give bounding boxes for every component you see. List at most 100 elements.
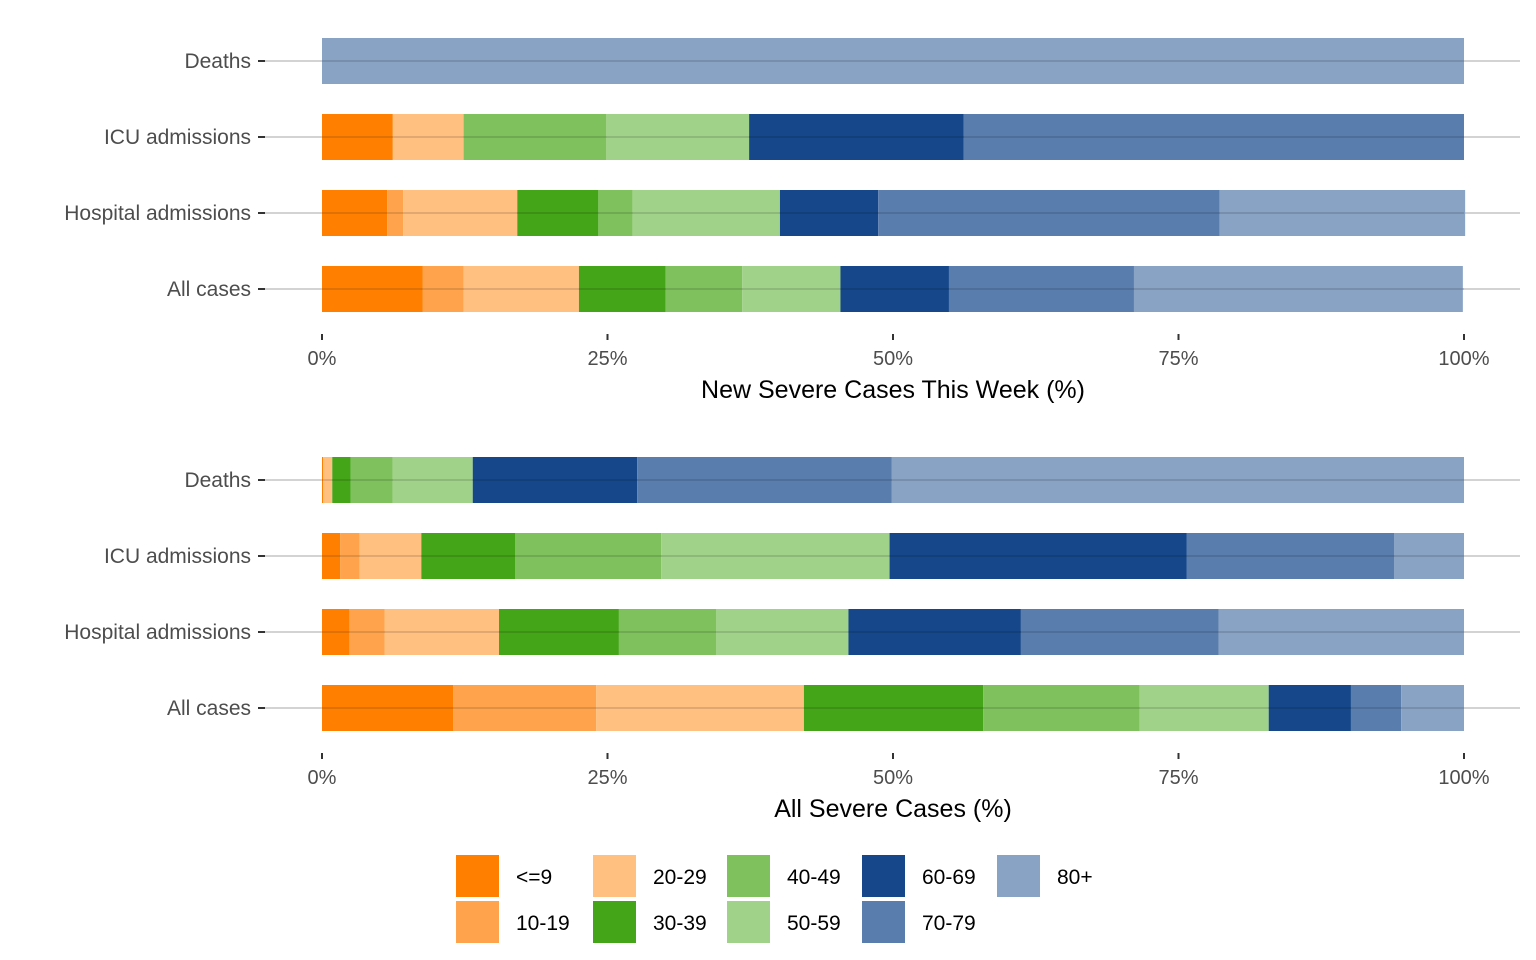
x-tick-label: 0% xyxy=(308,767,337,789)
bar-hospital-admissions-50-59 xyxy=(632,190,780,236)
bar-hospital-admissions-60-69 xyxy=(848,609,1021,655)
bar-hospital-admissions-le9 xyxy=(322,609,350,655)
grid-lines-overlay xyxy=(322,479,1464,709)
x-tick-label: 100% xyxy=(1438,767,1489,789)
x-tick-label: 75% xyxy=(1158,348,1198,370)
bar-icu-admissions-30-39 xyxy=(421,533,515,579)
legend-swatch xyxy=(997,855,1040,897)
bar-icu-admissions-20-29 xyxy=(359,533,422,579)
y-axis: Deaths ICU admissions Hospital admissions A… xyxy=(64,50,265,301)
x-tick-label: 25% xyxy=(587,348,627,370)
bar-icu-admissions-40-49 xyxy=(463,114,607,160)
bar-all-cases-30-39 xyxy=(803,685,984,731)
bar-deaths-60-69 xyxy=(472,457,638,503)
legend-label: 40-49 xyxy=(787,866,841,889)
legend-item-20-29: 20-29 xyxy=(593,855,707,897)
bar-icu-admissions-50-59 xyxy=(606,114,750,160)
legend-swatch xyxy=(727,901,770,943)
legend-label: 60-69 xyxy=(922,866,976,889)
bar-hospital-admissions-10-19 xyxy=(387,190,404,236)
legend: <=9 10-19 20-29 30-39 40-49 50-59 60-69 70-79 80… xyxy=(456,855,1093,943)
y-axis: Deaths ICU admissions Hospital admissions A… xyxy=(64,469,265,720)
bar-hospital-admissions-40-49 xyxy=(598,190,633,236)
legend-item-30-39: 30-39 xyxy=(593,901,707,943)
bar-all-cases-40-49 xyxy=(983,685,1140,731)
bar-all-cases-le9 xyxy=(322,685,454,731)
bar-deaths-40-49 xyxy=(350,457,393,503)
bar-deaths-70-79 xyxy=(637,457,892,503)
legend-label: 70-79 xyxy=(922,912,976,935)
x-axis: 0% 25% 50% 75% 100% xyxy=(308,753,1490,789)
bar-icu-admissions-le9 xyxy=(322,114,393,160)
bar-all-cases-80plus xyxy=(1401,685,1464,731)
y-tick-label: ICU admissions xyxy=(104,545,251,568)
legend-item-10-19: 10-19 xyxy=(456,901,570,943)
bar-icu-admissions-50-59 xyxy=(661,533,890,579)
y-tick-label: Deaths xyxy=(184,50,251,73)
legend-swatch xyxy=(593,855,636,897)
y-tick-label: All cases xyxy=(167,697,251,720)
x-axis: 0% 25% 50% 75% 100% xyxy=(308,334,1490,370)
x-axis-title: All Severe Cases (%) xyxy=(774,795,1012,823)
legend-item-50-59: 50-59 xyxy=(727,901,841,943)
bar-deaths-30-39 xyxy=(332,457,351,503)
bar-hospital-admissions-20-29 xyxy=(384,609,500,655)
bar-hospital-admissions-20-29 xyxy=(403,190,518,236)
bar-all-cases-20-29 xyxy=(463,266,579,312)
y-tick-label: ICU admissions xyxy=(104,126,251,149)
legend-swatch xyxy=(456,901,499,943)
bar-hospital-admissions-40-49 xyxy=(618,609,716,655)
bar-icu-admissions-70-79 xyxy=(963,114,1464,160)
legend-swatch xyxy=(862,855,905,897)
bar-icu-admissions-80plus xyxy=(1394,533,1464,579)
x-axis-title: New Severe Cases This Week (%) xyxy=(701,376,1085,404)
x-tick-label: 75% xyxy=(1158,767,1198,789)
legend-label: <=9 xyxy=(516,866,552,889)
bar-icu-admissions-60-69 xyxy=(749,114,964,160)
bar-all-cases-30-39 xyxy=(578,266,666,312)
panel-new-severe-cases: Deaths ICU admissions Hospital admissions A… xyxy=(64,38,1520,404)
legend-swatch xyxy=(593,901,636,943)
bar-all-cases-50-59 xyxy=(1139,685,1269,731)
bar-all-cases-80plus xyxy=(1133,266,1463,312)
bar-deaths-le9 xyxy=(322,457,324,503)
legend-swatch xyxy=(456,855,499,897)
bar-icu-admissions-60-69 xyxy=(889,533,1187,579)
bar-all-cases-60-69 xyxy=(840,266,949,312)
bar-hospital-admissions-80plus xyxy=(1219,190,1466,236)
bar-hospital-admissions-80plus xyxy=(1218,609,1464,655)
bar-all-cases-20-29 xyxy=(596,685,804,731)
bar-all-cases-le9 xyxy=(322,266,423,312)
legend-item-80plus: 80+ xyxy=(997,855,1093,897)
legend-item-60-69: 60-69 xyxy=(862,855,976,897)
x-tick-label: 50% xyxy=(873,348,913,370)
grid-lines xyxy=(265,60,1520,290)
y-tick-label: Hospital admissions xyxy=(64,621,251,644)
bar-hospital-admissions-30-39 xyxy=(499,609,619,655)
bar-hospital-admissions-30-39 xyxy=(517,190,599,236)
legend-label: 50-59 xyxy=(787,912,841,935)
bar-hospital-admissions-10-19 xyxy=(349,609,385,655)
bar-all-cases-70-79 xyxy=(1350,685,1402,731)
bar-all-cases-60-69 xyxy=(1268,685,1351,731)
bar-all-cases-10-19 xyxy=(422,266,464,312)
bar-icu-admissions-10-19 xyxy=(340,533,360,579)
bar-all-cases-70-79 xyxy=(948,266,1134,312)
bar-hospital-admissions-le9 xyxy=(322,190,388,236)
bar-deaths-80plus xyxy=(322,38,1464,84)
bar-icu-admissions-20-29 xyxy=(392,114,464,160)
bar-icu-admissions-le9 xyxy=(322,533,341,579)
bar-hospital-admissions-60-69 xyxy=(779,190,879,236)
bar-icu-admissions-70-79 xyxy=(1186,533,1395,579)
legend-label: 80+ xyxy=(1057,866,1093,889)
bar-all-cases-10-19 xyxy=(453,685,597,731)
bar-deaths-80plus xyxy=(891,457,1464,503)
bar-deaths-20-29 xyxy=(323,457,333,503)
legend-label: 20-29 xyxy=(653,866,707,889)
grid-lines-overlay xyxy=(322,60,1464,290)
bar-hospital-admissions-70-79 xyxy=(1020,609,1219,655)
legend-label: 30-39 xyxy=(653,912,707,935)
bar-icu-admissions-40-49 xyxy=(514,533,662,579)
x-tick-label: 100% xyxy=(1438,348,1489,370)
